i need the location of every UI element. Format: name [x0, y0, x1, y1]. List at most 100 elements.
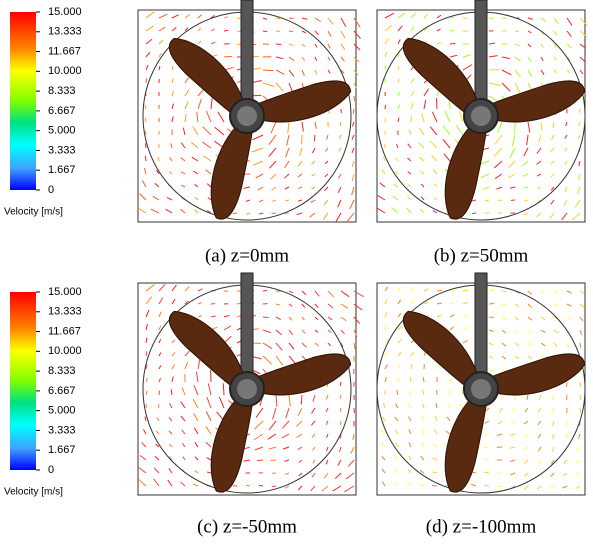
- velocity-arrow: [246, 212, 251, 215]
- velocity-arrow: [158, 52, 162, 58]
- velocity-arrow: [197, 302, 202, 305]
- velocity-arrow: [184, 77, 189, 84]
- velocity-arrow: [167, 479, 173, 487]
- velocity-arrow: [314, 30, 319, 36]
- velocity-arrow: [222, 383, 225, 396]
- velocity-arrow: [429, 140, 438, 149]
- velocity-arrow: [301, 329, 306, 334]
- velocity-arrow: [203, 155, 212, 162]
- velocity-arrow: [577, 186, 581, 194]
- velocity-arrow: [288, 69, 295, 77]
- velocity-arrow: [337, 173, 342, 179]
- velocity-arrow: [574, 199, 581, 208]
- velocity-arrow: [262, 17, 268, 20]
- velocity-arrow: [184, 350, 190, 357]
- velocity-arrow: [537, 459, 542, 465]
- velocity-arrow: [579, 43, 587, 49]
- velocity-arrow: [288, 43, 294, 47]
- velocity-arrow: [536, 485, 542, 490]
- velocity-arrow: [449, 54, 458, 58]
- velocity-arrow: [182, 127, 186, 136]
- velocity-arrow: [170, 143, 173, 149]
- velocity-arrow: [206, 471, 212, 474]
- velocity-arrow: [436, 28, 441, 32]
- velocity-arrow: [144, 117, 147, 123]
- velocity-arrow: [311, 472, 316, 478]
- velocity-arrow: [206, 396, 212, 409]
- velocity-arrow: [384, 364, 388, 370]
- velocity-arrow: [210, 28, 215, 32]
- velocity-arrow: [564, 186, 568, 193]
- velocity-arrow: [297, 173, 303, 178]
- velocity-arrow: [284, 186, 290, 190]
- tick-label: 15.000: [48, 286, 82, 298]
- velocity-arrow: [180, 157, 186, 162]
- velocity-arrow: [488, 42, 496, 45]
- velocity-arrow: [509, 147, 516, 158]
- velocity-arrow: [275, 303, 281, 306]
- velocity-arrow: [566, 17, 573, 26]
- velocity-arrow: [384, 38, 390, 45]
- velocity-arrow: [157, 156, 160, 162]
- velocity-arrow: [484, 199, 490, 202]
- velocity-arrow: [410, 12, 417, 19]
- velocity-arrow: [526, 394, 529, 400]
- velocity-arrow: [488, 355, 494, 359]
- velocity-arrow: [536, 212, 542, 218]
- velocity-arrow: [254, 420, 264, 430]
- caption: (c) z=-50mm: [197, 516, 297, 537]
- velocity-arrow: [313, 134, 316, 142]
- velocity-arrow: [271, 485, 277, 488]
- velocity-arrow: [527, 43, 532, 48]
- velocity-arrow: [323, 199, 329, 206]
- velocity-arrow: [180, 401, 186, 409]
- velocity-arrow: [564, 147, 568, 152]
- velocity-arrow: [407, 196, 412, 201]
- velocity-arrow: [268, 420, 277, 431]
- velocity-arrow: [514, 56, 521, 62]
- velocity-arrow: [421, 442, 425, 448]
- velocity-arrow: [314, 342, 319, 347]
- velocity-arrow: [406, 482, 412, 487]
- velocity-arrow: [397, 52, 400, 58]
- velocity-arrow: [284, 212, 290, 215]
- velocity-arrow: [184, 113, 187, 123]
- velocity-arrow: [353, 30, 361, 40]
- velocity-arrow: [206, 457, 212, 461]
- velocity-arrow: [565, 433, 568, 440]
- velocity-arrow: [379, 182, 386, 188]
- velocity-arrow: [577, 433, 581, 439]
- velocity-arrow: [501, 56, 510, 60]
- velocity-arrow: [410, 26, 415, 32]
- velocity-arrow: [449, 302, 455, 305]
- velocity-arrow: [553, 290, 559, 295]
- velocity-arrow: [184, 14, 191, 19]
- velocity-arrow: [301, 43, 306, 48]
- velocity-arrow: [432, 210, 438, 214]
- velocity-arrow: [301, 342, 307, 348]
- velocity-arrow: [154, 182, 160, 188]
- velocity-arrow: [423, 99, 427, 110]
- velocity-arrow: [301, 303, 306, 308]
- velocity-arrow: [579, 394, 582, 401]
- velocity-arrow: [194, 184, 199, 188]
- velocity-arrow: [410, 364, 413, 370]
- velocity-arrow: [345, 472, 355, 480]
- velocity-arrow: [395, 468, 399, 474]
- velocity-arrow: [566, 342, 570, 348]
- velocity-arrow: [301, 30, 307, 34]
- velocity-arrow: [158, 339, 162, 344]
- velocity-arrow: [459, 111, 464, 123]
- velocity-arrow: [407, 184, 412, 188]
- velocity-arrow: [418, 142, 425, 149]
- velocity-arrow: [578, 134, 581, 140]
- velocity-arrow: [155, 430, 160, 435]
- velocity-arrow: [296, 433, 303, 438]
- velocity-arrow: [431, 154, 438, 162]
- velocity-arrow: [455, 125, 464, 136]
- velocity-arrow: [353, 95, 356, 102]
- velocity-arrow: [301, 56, 306, 62]
- velocity-arrow: [394, 416, 399, 422]
- velocity-arrow: [288, 17, 294, 20]
- velocity-arrow: [540, 43, 544, 48]
